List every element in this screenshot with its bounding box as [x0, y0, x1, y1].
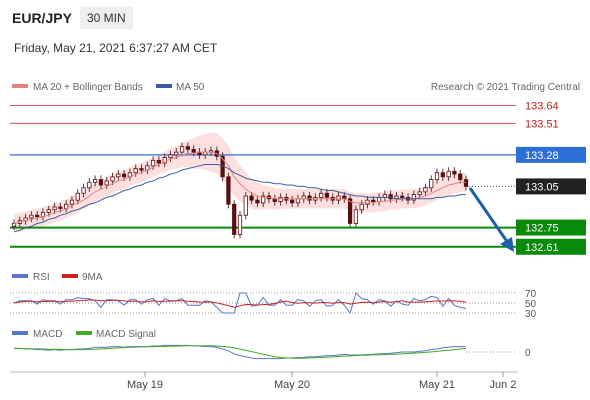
candle: [290, 196, 295, 207]
candle: [237, 211, 243, 239]
candle: [458, 169, 463, 184]
candle: [185, 142, 190, 154]
rsi-tick: 70: [525, 289, 537, 300]
ma20-legend-swatch: [12, 84, 28, 88]
candle: [81, 183, 86, 198]
macd-panel: 0: [14, 344, 531, 360]
candle: [446, 167, 451, 181]
candle: [162, 153, 167, 168]
candle: [116, 169, 121, 181]
bollinger-bands: [14, 132, 466, 234]
rsi-ma-legend: 9MA: [82, 272, 103, 283]
timeframe-badge[interactable]: 30 MIN: [80, 7, 133, 29]
pair-title: EUR/JPY: [12, 10, 72, 26]
support-label: 132.75: [525, 223, 559, 235]
candle: [104, 176, 109, 190]
support-label: 132.61: [525, 242, 559, 254]
moving-averages: [13, 151, 466, 233]
candle: [98, 175, 104, 190]
candle: [249, 191, 254, 205]
macd-tick: 0: [525, 348, 531, 359]
candle: [29, 211, 34, 223]
candle: [278, 193, 283, 206]
candle: [179, 142, 185, 157]
macd-signal-legend-swatch: [76, 331, 92, 335]
candle: [324, 189, 330, 202]
forecast-arrow: [468, 187, 514, 252]
candle: [75, 189, 80, 205]
candle: [133, 164, 138, 177]
candle: [255, 196, 260, 207]
candle: [69, 196, 75, 209]
candle: [168, 150, 173, 162]
rsi-tick: 50: [525, 299, 537, 310]
candle: [307, 191, 312, 205]
x-tick-label: May 20: [274, 379, 310, 391]
rsi-ma-line: [13, 299, 467, 308]
candle: [87, 178, 92, 192]
candle: [452, 167, 457, 179]
ma50-legend-swatch: [156, 84, 172, 88]
candle: [434, 168, 440, 184]
macd-signal-line: [14, 345, 467, 359]
resistance-label: 133.51: [525, 118, 559, 130]
macd-line: [14, 344, 466, 360]
candle: [232, 200, 237, 239]
macd-legend: MACD: [33, 329, 62, 340]
candles: [11, 142, 469, 239]
candle: [35, 211, 40, 221]
candle: [463, 175, 469, 191]
candle: [411, 190, 416, 205]
copyright: Research © 2021 Trading Central: [431, 82, 580, 93]
support-tag: [516, 238, 586, 255]
ma20-legend: MA 20 + Bollinger Bands: [33, 82, 143, 93]
rsi-legend-swatch: [12, 274, 28, 278]
resistance-label: 133.64: [525, 100, 559, 112]
rsi-ma-legend-swatch: [62, 274, 78, 278]
ma20-line: [13, 151, 466, 224]
candle: [93, 175, 98, 187]
candle: [191, 145, 196, 157]
macd-signal-legend: MACD Signal: [96, 329, 156, 340]
current-price-tag: [516, 178, 586, 195]
rsi-line: [13, 292, 467, 315]
rsi-legend: RSI: [33, 272, 50, 283]
candle: [319, 189, 324, 202]
candle: [440, 168, 445, 181]
x-tick-label: May 19: [127, 379, 163, 391]
candle: [429, 175, 434, 192]
candle: [226, 172, 231, 209]
x-tick-label: Jun 2: [490, 379, 517, 391]
candle: [388, 190, 393, 203]
candle: [365, 196, 370, 209]
candle: [347, 194, 353, 228]
macd-legend-swatch: [12, 331, 28, 335]
chart-datetime: Friday, May 21, 2021 6:37:27 AM CET: [14, 41, 218, 55]
bollinger-fill: [14, 132, 466, 234]
ma50-legend: MA 50: [176, 82, 205, 93]
candle: [156, 156, 161, 168]
pivot-label: 133.28: [525, 150, 559, 162]
support-tag: [516, 219, 586, 236]
candle: [261, 191, 266, 207]
x-axis-ticks: May 19 May 20 May 21 Jun 2: [127, 372, 517, 391]
current-price-label: 133.05: [525, 181, 559, 193]
ma50-line: [13, 164, 466, 233]
candle: [110, 172, 115, 186]
pivot-tag: [516, 146, 586, 163]
candle: [336, 191, 341, 205]
price-levels: 133.64 133.51 133.28 133.05 132.75 132.61: [10, 100, 586, 255]
candle: [400, 191, 405, 202]
candle: [353, 205, 359, 228]
x-tick-label: May 21: [419, 379, 455, 391]
candle: [423, 183, 428, 197]
candle: [243, 191, 248, 220]
rsi-tick: 30: [525, 309, 537, 320]
